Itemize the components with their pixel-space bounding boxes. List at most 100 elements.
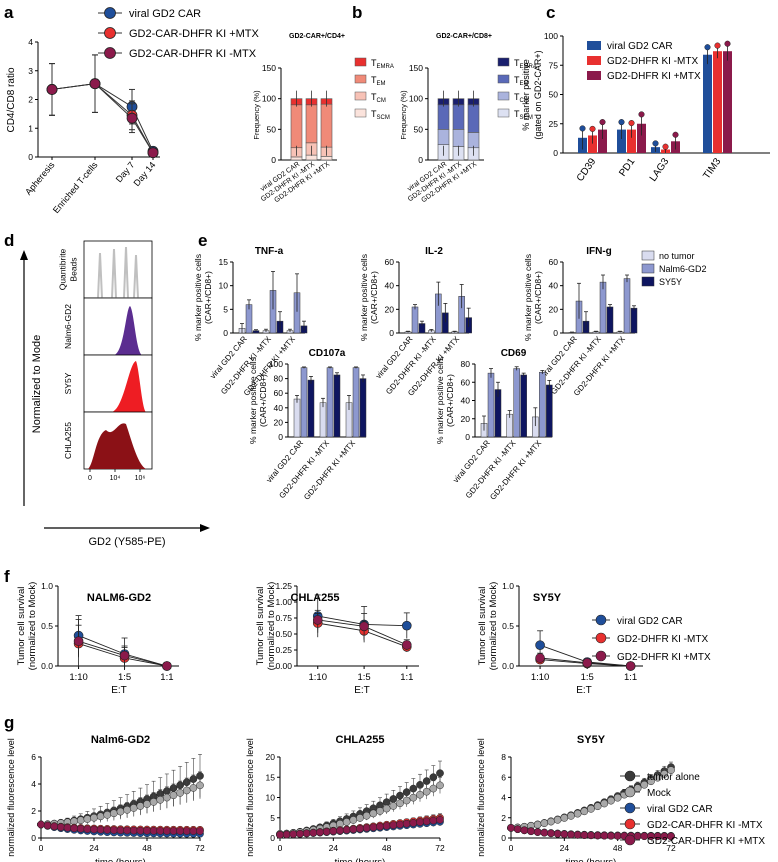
- g-data-point: [613, 793, 622, 802]
- c-data-point: [618, 119, 625, 126]
- g-data-point: [527, 827, 535, 836]
- f-data-point: [401, 640, 412, 650]
- b-legend-label: TEM: [371, 75, 386, 87]
- b-legend-label: TSCM: [371, 109, 390, 121]
- g-data-point: [560, 830, 569, 839]
- b-legend-label: TEM: [514, 75, 529, 87]
- e-bar: [606, 306, 614, 334]
- f-y-tick-label: 0.0: [41, 661, 53, 671]
- g-data-point: [182, 827, 191, 835]
- g-data-point: [163, 827, 171, 835]
- g-data-point: [633, 832, 642, 840]
- g-y-tick-label: 5: [270, 813, 275, 823]
- e-y-tick-label: 0: [553, 328, 558, 338]
- a-legend-marker: [104, 7, 116, 19]
- e-y-tick-label: 20: [461, 414, 471, 424]
- f-y-tick-label: 1.0: [502, 581, 514, 591]
- g-x-axis-label: time (hours): [95, 857, 146, 862]
- g-data-point: [547, 829, 555, 838]
- g-data-point: [182, 786, 191, 795]
- g-data-point: [422, 817, 431, 826]
- g-legend-label: tumor alone: [647, 772, 700, 783]
- g-data-point: [667, 766, 675, 775]
- c-y-tick-label: 50: [549, 90, 559, 100]
- g-data-point: [587, 804, 595, 813]
- f-data-point: [73, 636, 84, 647]
- f-y-tick-label: 1.0: [41, 581, 53, 591]
- a-y-tick-label: 3: [28, 66, 33, 76]
- e-y-tick-label: 40: [549, 281, 559, 291]
- c-y-axis-label: % marker positive: [521, 59, 531, 131]
- b-bar-segment: [467, 132, 480, 149]
- e-bar: [630, 307, 638, 334]
- c-legend-swatch: [587, 56, 601, 65]
- f-y-tick-label: 0.5: [502, 621, 514, 631]
- g-data-point: [149, 798, 158, 806]
- g-legend-label: viral GD2 CAR: [647, 804, 713, 815]
- d-track-label: CHLA255: [63, 422, 73, 459]
- g-data-point: [57, 823, 65, 832]
- e-bar: [599, 281, 607, 334]
- e-legend-label: Nalm6-GD2: [659, 264, 707, 274]
- c-data-point: [662, 143, 669, 150]
- g-data-point: [560, 814, 569, 822]
- d-histogram-curve: [114, 306, 142, 355]
- e-y-axis-label: % marker positive cells: [248, 357, 258, 444]
- e-y-tick-label: 0: [278, 432, 283, 442]
- b-bar-segment: [452, 104, 465, 130]
- g-y-axis-label: normalized fluorescence level: [245, 738, 255, 857]
- b-legend-swatch: [354, 74, 367, 84]
- a-x-tick-label: Day 14: [132, 160, 158, 188]
- e-bar: [359, 378, 367, 438]
- f-data-point: [582, 657, 593, 668]
- g-data-point: [196, 781, 204, 790]
- f-y-axis-label: (normalized to Mock): [27, 582, 38, 671]
- g-data-point: [189, 827, 198, 835]
- e-x-tick-label: GD2-DHFR KI +MTX: [302, 438, 357, 502]
- g-data-point: [567, 812, 575, 820]
- g-data-point: [123, 805, 131, 814]
- g-y-tick-label: 4: [31, 779, 36, 789]
- a-legend-label: GD2-CAR-DHFR KI +MTX: [129, 28, 260, 40]
- e-bar: [546, 384, 553, 438]
- g-data-point: [110, 826, 118, 835]
- b-legend-label: TCM: [371, 92, 386, 104]
- e-y-tick-label: 20: [274, 417, 284, 427]
- c-data-point: [599, 119, 606, 126]
- g-data-point: [376, 807, 384, 815]
- e-legend-swatch: [641, 263, 655, 274]
- g-data-point: [129, 826, 138, 835]
- g-x-tick-label: 48: [142, 843, 152, 853]
- g-data-point: [389, 802, 398, 810]
- b-bar-segment: [437, 104, 450, 130]
- d-track-label: Quantibrite: [58, 248, 68, 290]
- g-y-tick-label: 6: [31, 752, 36, 762]
- e-legend-label: no tumor: [659, 251, 695, 261]
- g-data-point: [189, 784, 198, 792]
- g-data-point: [429, 784, 438, 793]
- g-legend-marker: [624, 818, 636, 830]
- b-y-tick-label: 50: [267, 124, 277, 134]
- g-data-point: [416, 818, 424, 827]
- e-bar: [487, 372, 495, 438]
- e-y-tick-label: 40: [385, 281, 395, 291]
- c-data-point: [714, 42, 721, 49]
- g-data-point: [613, 832, 622, 840]
- d-y-axis-label: Normalized to Mode: [31, 335, 43, 433]
- g-y-tick-label: 10: [266, 793, 276, 803]
- g-y-axis-label: normalized fluorescence level: [6, 738, 16, 857]
- c-bar: [713, 51, 722, 153]
- g-data-point: [129, 804, 138, 812]
- f-data-point: [625, 661, 636, 671]
- g-data-point: [580, 831, 589, 839]
- g-x-tick-label: 24: [560, 843, 570, 853]
- g-data-point: [37, 820, 45, 829]
- g-data-point: [409, 793, 418, 802]
- b-y-axis-label: Frequency (%): [252, 90, 261, 140]
- g-data-point: [123, 826, 131, 835]
- g-data-point: [316, 828, 324, 837]
- f-y-tick-label: 1.00: [275, 597, 292, 607]
- f-data-point: [401, 620, 412, 631]
- e-y-tick-label: 60: [385, 257, 395, 267]
